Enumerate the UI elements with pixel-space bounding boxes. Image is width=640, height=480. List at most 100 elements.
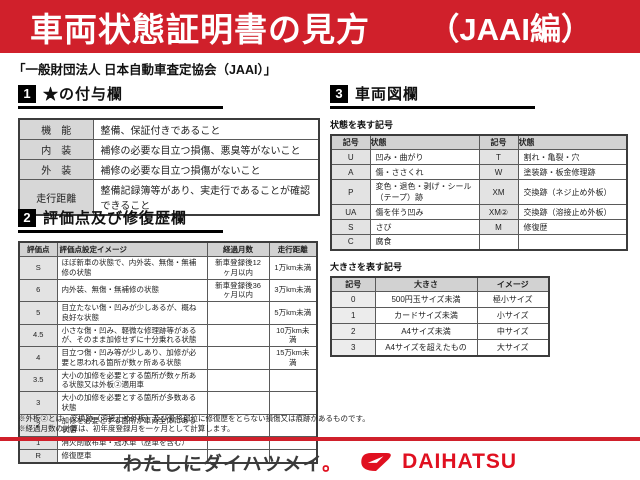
table-cell: S xyxy=(18,256,58,280)
table-header-cell: 記号 xyxy=(330,276,376,292)
table-cell: T xyxy=(478,149,519,165)
footer-logos: わたしにダイハツメイ。 DAIHATSU xyxy=(0,446,640,478)
table-cell: 塗装跡・板金修理跡 xyxy=(517,164,628,180)
table-cell: 補修の必要な目立つ損傷がないこと xyxy=(92,159,320,180)
table-header-cell: 経過月数 xyxy=(206,241,270,257)
section1-header: 1 ★の付与欄 xyxy=(18,84,320,103)
table-header-row: 評価点 評価点設定イメージ 経過月数 走行距離 xyxy=(18,241,318,257)
table-cell: 修復歴車 xyxy=(56,448,208,464)
table-cell: 大サイズ xyxy=(476,339,550,356)
table-cell: カードサイズ未満 xyxy=(374,307,478,324)
table-cell: 変色・退色・剥げ・シール（テープ）跡 xyxy=(369,179,480,205)
table-cell: 6 xyxy=(18,278,58,302)
table-cell: 整備記録簿等があり、実走行であることが確認できること xyxy=(92,179,320,216)
table-cell: 傷を伴う凹み xyxy=(369,204,480,220)
size-symbols-label: 大きさを表す記号 xyxy=(330,261,403,272)
table-cell: 傷・ささくれ xyxy=(369,164,480,180)
table-cell: 新車登録後12ヶ月以内 xyxy=(206,256,270,280)
table-header-cell: 記号 xyxy=(478,134,519,150)
table-cell: 3 xyxy=(330,339,376,356)
table-cell: R xyxy=(18,448,58,464)
table-header-row: 記号 状態 記号 状態 xyxy=(330,134,628,150)
table-cell: XM② xyxy=(478,204,519,220)
table-cell: ほぼ新車の状態で、内外装、無傷・無補修の状態 xyxy=(56,256,208,280)
table-cell: 10万km未満 xyxy=(268,323,318,347)
table-row: 0 500円玉サイズ未満 極小サイズ xyxy=(330,291,550,308)
table-cell xyxy=(206,301,270,325)
table-cell xyxy=(268,391,318,415)
table-cell: 内 装 xyxy=(18,139,94,160)
table-cell: 1 xyxy=(330,307,376,324)
section2-header: 2 評価点及び修復歴欄 xyxy=(18,208,320,227)
table-row: UA 傷を伴う凹み XM② 交換跡（溶接止め外板） xyxy=(330,204,628,220)
table-row: 3 A4サイズを超えたもの 大サイズ xyxy=(330,339,550,356)
table-cell: 交換跡（溶接止め外板） xyxy=(517,204,628,220)
table-cell: 極小サイズ xyxy=(476,291,550,308)
table-cell: 補修の必要な目立つ損傷、悪臭等がないこと xyxy=(92,139,320,160)
table-header-cell: 状態 xyxy=(517,134,628,150)
table-cell xyxy=(206,391,270,415)
table-row: 6 内外装、無傷・無補修の状態 新車登録後36ヶ月以内 3万km未満 xyxy=(18,278,318,302)
star-award-table: 機 能整備、保証付きであること内 装補修の必要な目立つ損傷、悪臭等がないこと外 … xyxy=(18,118,320,216)
table-cell xyxy=(517,234,628,250)
table-cell: W xyxy=(478,164,519,180)
table-row: 4.5 小さな傷・凹み、軽微な修理跡等があるが、そのまま加修せずに十分乗れる状態 1… xyxy=(18,323,318,347)
table-cell: UA xyxy=(330,204,371,220)
condition-symbols-table-body: U 凹み・曲がり T 割れ・亀裂・穴 A 傷・ささくれ W 塗装跡・板金修理跡 P 変色・退色・剥… xyxy=(330,149,628,250)
table-header-row: 記号 大きさ イメージ xyxy=(330,276,550,292)
table-cell: 内外装、無傷・無補修の状態 xyxy=(56,278,208,302)
section3-number-badge: 3 xyxy=(330,84,348,103)
section-star-award: 1 ★の付与欄 機 能整備、保証付きであること内 装補修の必要な目立つ損傷、悪臭… xyxy=(18,84,320,216)
table-row: U 凹み・曲がり T 割れ・亀裂・穴 xyxy=(330,149,628,165)
table-cell: 整備、保証付きであること xyxy=(92,118,320,140)
size-symbols-table: 記号 大きさ イメージ 0 500円玉サイズ未満 極小サイズ 1 カードサイズ未満 小サイズ 2… xyxy=(330,275,550,357)
table-cell xyxy=(206,346,270,370)
table-cell: 大小の加修を必要とする箇所が多数ある状態 xyxy=(56,391,208,415)
table-cell xyxy=(478,234,519,250)
table-header-cell: 大きさ xyxy=(374,276,478,292)
table-cell: 4 xyxy=(18,346,58,370)
condition-symbols-table-head: 記号 状態 記号 状態 xyxy=(330,134,628,150)
table-row: A 傷・ささくれ W 塗装跡・板金修理跡 xyxy=(330,164,628,180)
table-cell: 凹み・曲がり xyxy=(369,149,480,165)
table-cell: P xyxy=(330,179,371,205)
table-cell: 4.5 xyxy=(18,323,58,347)
page-title: 車両状態証明書の見方 xyxy=(30,10,370,48)
daihatsu-brand-text: DAIHATSU xyxy=(402,450,518,473)
section1-title: ★の付与欄 xyxy=(43,86,124,103)
page-title-edition: （JAAI編） xyxy=(428,12,592,47)
table-cell: 修復歴 xyxy=(517,219,628,235)
table-row: 外 装補修の必要な目立つ損傷がないこと xyxy=(18,159,320,180)
table-row: 2 A4サイズ未満 中サイズ xyxy=(330,323,550,340)
section2-number-badge: 2 xyxy=(18,208,36,227)
table-cell xyxy=(206,323,270,347)
footnote-line: ※経過月数の計算は、初年度登録月を一ヶ月として計算します。 xyxy=(18,424,235,434)
table-cell: 15万km未満 xyxy=(268,346,318,370)
section2-underline xyxy=(18,230,223,233)
table-cell: 3万km未満 xyxy=(268,278,318,302)
table-cell: 機 能 xyxy=(18,118,94,140)
section2-title: 評価点及び修復歴欄 xyxy=(43,210,188,227)
table-row: 3 大小の加修を必要とする箇所が多数ある状態 xyxy=(18,391,318,415)
table-cell: S xyxy=(330,219,371,235)
table-cell: 大小の加修を必要とする箇所が数ヶ所ある状態又は外板②適用車 xyxy=(56,368,208,392)
table-header-cell: 評価点設定イメージ xyxy=(56,241,208,257)
table-cell: 腐食 xyxy=(369,234,480,250)
title-band: 車両状態証明書の見方 （JAAI編） xyxy=(0,0,640,53)
table-row: 5 目立たない傷・凹みが少しあるが、概ね良好な状態 5万km未満 xyxy=(18,301,318,325)
table-row: 3.5 大小の加修を必要とする箇所が数ヶ所ある状態又は外板②適用車 xyxy=(18,368,318,392)
table-cell: 割れ・亀裂・穴 xyxy=(517,149,628,165)
table-cell xyxy=(268,368,318,392)
footnote-line: ※外板②とは、交換跡（溶接止め外板）及び骨格部位に修復歴をとらない損傷又は痕跡が… xyxy=(18,414,370,423)
daihatsu-slogan-logo: わたしにダイハツメイ。 xyxy=(123,449,342,476)
table-row: 1 カードサイズ未満 小サイズ xyxy=(330,307,550,324)
section1-number-badge: 1 xyxy=(18,84,36,103)
table-cell: 中サイズ xyxy=(476,323,550,340)
table-row: S さび M 修復歴 xyxy=(330,219,628,235)
table-row: 機 能整備、保証付きであること xyxy=(18,118,320,140)
section3-title: 車両図欄 xyxy=(355,86,420,103)
evaluation-score-table: 評価点 評価点設定イメージ 経過月数 走行距離 S ほぼ新車の状態で、内外装、無傷・無補… xyxy=(18,241,318,464)
table-cell: 5 xyxy=(18,301,58,325)
table-header-cell: 状態 xyxy=(369,134,480,150)
evaluation-score-table-body: S ほぼ新車の状態で、内外装、無傷・無補修の状態 新車登録後12ヶ月以内 1万km未満… xyxy=(18,256,318,464)
